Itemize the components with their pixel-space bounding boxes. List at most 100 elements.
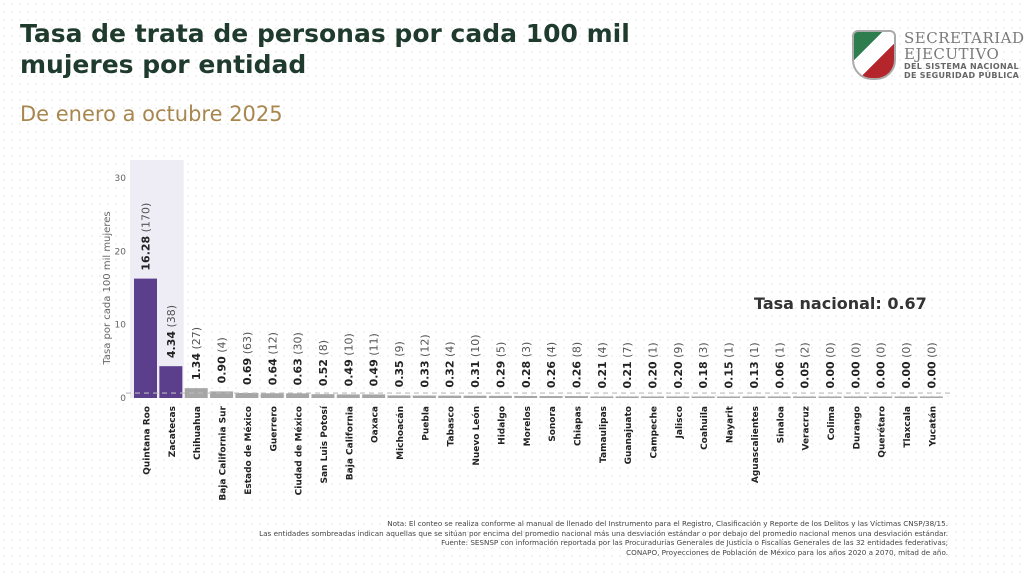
bar [260,393,284,398]
data-label-count: (1) [647,342,660,361]
data-label-value: 0.00 [875,361,888,388]
data-label-value: 0.18 [697,361,710,388]
y-tick-label: 20 [115,247,127,257]
x-tick-label: Nuevo León [471,406,482,466]
bar [539,396,563,398]
data-label-count: (8) [317,340,330,359]
logo-line4: DE SEGURIDAD PÚBLICA [904,71,1020,80]
bar [235,392,259,398]
bar [286,393,310,398]
data-label: 0.52 (8) [317,340,330,386]
x-tick-label: Hidalgo [497,406,507,445]
bar [894,396,918,398]
data-label-count: (10) [342,333,355,359]
bar [615,396,639,398]
x-tick-label: Veracruz [802,406,812,451]
x-tick-label: Jalisco [675,406,685,439]
data-label-count: (1) [773,342,786,361]
x-tick-label: Campeche [650,406,660,458]
data-label-count: (4) [596,342,609,361]
bar [184,388,208,398]
data-label: 0.00 (0) [849,342,862,388]
note-line: Las entidades sombreadas indican aquella… [259,528,948,538]
data-label: 0.20 (9) [672,342,685,388]
bar [311,394,335,398]
note-line: Fuente: SESNSP con información reportada… [441,538,948,547]
data-label-value: 1.34 [190,353,203,380]
data-label-count: (12) [418,334,431,360]
bar [793,396,817,398]
data-label-value: 0.26 [545,361,558,388]
x-tick-label: Yucatán [928,406,938,447]
data-label-value: 0.69 [241,358,254,385]
data-label: 0.21 (7) [621,342,634,388]
bar [488,395,512,398]
data-label-value: 0.49 [368,359,381,386]
data-label-count: (9) [393,341,406,360]
x-tick-label: Michoacán [396,406,406,460]
data-label-value: 0.63 [292,358,305,385]
data-label: 0.33 (12) [418,334,431,387]
data-label: 0.29 (5) [494,342,507,388]
bar [438,395,462,398]
footnote: Nota: El conteo se realiza conforme al m… [259,519,948,557]
data-label-value: 0.05 [799,361,812,388]
logo-line2: EJECUTIVO [904,45,1000,63]
note-line: CONAPO, Proyecciones de Población de Méx… [626,547,948,557]
data-label-count: (0) [849,342,862,361]
data-label-value: 0.20 [647,361,660,388]
data-label: 0.00 (0) [824,342,837,388]
x-tick-label: Chiapas [573,406,583,446]
x-tick-label: Morelos [523,406,533,446]
x-tick-label: Aguascalientes [751,406,761,483]
data-label: 0.00 (0) [875,342,888,388]
bar [919,396,943,398]
data-label: 0.20 (1) [647,342,660,388]
data-label: 0.05 (2) [799,342,812,388]
data-label: 0.00 (0) [925,342,938,388]
data-label-count: (38) [165,305,178,331]
data-label-value: 0.00 [824,361,837,388]
data-label-value: 0.90 [216,356,229,383]
bar [514,395,538,398]
logo-line3: DEL SISTEMA NACIONAL [904,62,1019,71]
page-title: Tasa de trata de personas por cada 100 m… [20,19,630,79]
data-label-value: 0.33 [418,360,431,387]
data-label-count: (27) [190,327,203,353]
bar [463,395,487,398]
data-label-count: (12) [266,332,279,358]
data-label-count: (170) [140,203,153,236]
data-label-count: (30) [292,332,305,358]
data-label-count: (0) [875,342,888,361]
x-tick-label: Sinaloa [776,406,786,443]
data-label-value: 0.64 [266,358,279,385]
bar [767,396,791,398]
x-tick-label: Zacatecas [168,406,178,457]
data-label: 0.35 (9) [393,341,406,387]
note-line: Nota: El conteo se realiza conforme al m… [387,519,948,528]
data-label-value: 0.49 [342,359,355,386]
data-label-value: 4.34 [165,331,178,358]
data-label: 0.69 (63) [241,332,254,385]
x-tick-label: Guanajuato [624,406,634,464]
data-label: 0.18 (3) [697,342,710,388]
page-subtitle: De enero a octubre 2025 [20,102,283,126]
x-tick-label: Puebla [421,406,431,441]
x-tick-label: Nayarit [726,405,736,443]
bar [691,396,715,398]
data-label-value: 0.00 [849,361,862,388]
bar [666,396,690,398]
bar [869,396,893,398]
logo: SECRETARIADO EJECUTIVO DEL SISTEMA NACIO… [852,30,1024,80]
x-tick-label: Sonora [548,406,558,442]
data-label-value: 16.28 [140,236,153,271]
data-label: 0.90 (4) [216,337,229,383]
x-tick-label: Tamaulipas [599,406,609,463]
data-label-value: 0.20 [672,361,685,388]
x-tick-label: Coahuila [700,406,710,450]
data-label: 0.63 (30) [292,332,305,385]
data-label: 1.34 (27) [190,327,203,380]
x-tick-label: Colima [827,406,837,440]
x-tick-label: Quintana Roo [143,406,153,475]
data-label: 0.49 (11) [368,333,381,386]
